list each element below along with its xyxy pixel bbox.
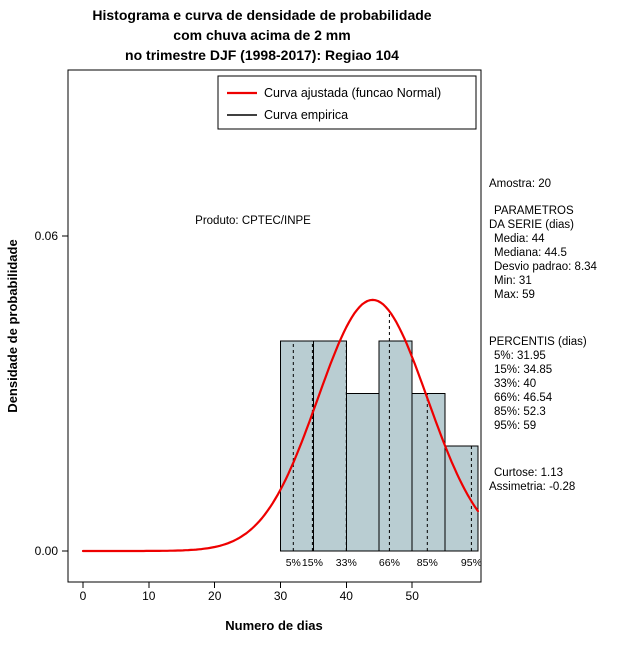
plot-title-line-1: Histograma e curva de densidade de proba…: [92, 7, 432, 23]
stat-max: Max: 59: [494, 289, 535, 301]
legend-box: [217, 75, 477, 130]
stats-panel: Amostra: 20 PARAMETROS DA SERIE (dias) M…: [489, 177, 597, 494]
stat-percentis-header: PERCENTIS (dias): [489, 336, 587, 348]
stat-p95: 95%: 59: [494, 420, 537, 432]
stat-p85: 85%: 52.3: [494, 406, 546, 418]
histogram-bar: [280, 340, 314, 552]
plot-box: [67, 69, 482, 583]
plot-title-line-2: com chuva acima de 2 mm: [173, 27, 351, 43]
stat-p5: 5%: 31.95: [494, 350, 546, 362]
x-tick-label: 40: [340, 589, 354, 603]
stat-desvio-padrao: Desvio padrao: 8.34: [494, 261, 597, 273]
percentile-label: 5%: [286, 557, 301, 569]
x-tick-label: 30: [274, 589, 288, 603]
y-tick-label: 0.00: [35, 544, 59, 558]
histogram-bar: [378, 340, 413, 552]
stat-parametros-header: PARAMETROS: [494, 205, 574, 217]
stat-min: Min: 31: [494, 275, 532, 287]
stat-media: Media: 44: [494, 233, 545, 245]
stat-assimetria: Assimetria: -0.28: [489, 481, 576, 493]
y-tick-label: 0.06: [35, 229, 59, 243]
stat-p33: 33%: 40: [494, 378, 537, 390]
legend-label-fitted: Curva ajustada (funcao Normal): [264, 86, 441, 100]
stat-amostra: Amostra: 20: [489, 178, 551, 190]
produto-annotation: Produto: CPTEC/INPE: [195, 215, 311, 227]
histogram-bars: [280, 340, 479, 552]
stat-mediana: Mediana: 44.5: [494, 247, 567, 259]
x-axis-title: Numero de dias: [225, 618, 323, 633]
x-tick-label: 20: [208, 589, 222, 603]
legend-label-empirical: Curva empirica: [264, 108, 348, 122]
x-tick-label: 10: [142, 589, 156, 603]
histogram-bar: [345, 393, 380, 552]
axes: 0 10 20 30 40 50 0.00 0.06: [35, 229, 420, 603]
fitted-normal-curve: [81, 298, 480, 553]
percentile-label: 66%: [379, 557, 400, 569]
percentile-label: 33%: [336, 557, 357, 569]
plot-title: Histograma e curva de densidade de proba…: [0, 5, 524, 65]
legend: Curva ajustada (funcao Normal) Curva emp…: [217, 75, 477, 130]
stat-p66: 66%: 46.54: [494, 392, 553, 404]
histogram-bar: [444, 445, 479, 552]
x-tick-label: 50: [406, 589, 420, 603]
x-tick-label: 0: [80, 589, 87, 603]
histogram-bar: [411, 393, 446, 552]
stat-parametros-header-2: DA SERIE (dias): [489, 219, 574, 231]
histogram-bar: [312, 340, 347, 552]
plot-title-line-3: no trimestre DJF (1998-2017): Regiao 104: [125, 47, 399, 63]
percentile-label: 85%: [417, 557, 438, 569]
stat-p15: 15%: 34.85: [494, 364, 553, 376]
percentile-label: 15%: [302, 557, 323, 569]
percentile-lines: 5% 15% 33% 66% 85% 95%: [286, 311, 482, 569]
stat-curtose: Curtose: 1.13: [494, 467, 564, 479]
y-axis-title: Densidade de probabilidade: [5, 239, 20, 412]
percentile-label: 95%: [461, 557, 482, 569]
